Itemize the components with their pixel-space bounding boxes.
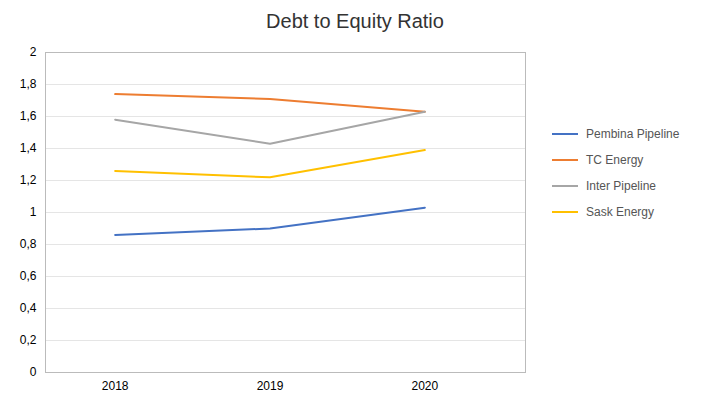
svg-text:1,8: 1,8 — [20, 77, 37, 91]
svg-text:1,6: 1,6 — [20, 109, 37, 123]
html-text:Inter Pipeline: Inter Pipeline — [586, 179, 656, 193]
svg-text:2020: 2020 — [412, 379, 439, 393]
svg-text:1,2: 1,2 — [20, 173, 37, 187]
html-text:Pembina Pipeline: Pembina Pipeline — [586, 127, 680, 141]
svg-text:2019: 2019 — [257, 379, 284, 393]
html-text:Debt to Equity Ratio: Debt to Equity Ratio — [266, 10, 444, 32]
svg-text:0,8: 0,8 — [20, 237, 37, 251]
html-text:Sask Energy: Sask Energy — [586, 205, 654, 219]
svg-text:2: 2 — [30, 45, 37, 59]
html-text:TC Energy: TC Energy — [586, 153, 644, 167]
svg-text:1,4: 1,4 — [20, 141, 37, 155]
svg-text:0: 0 — [30, 365, 37, 379]
svg-text:0,4: 0,4 — [20, 301, 37, 315]
svg-text:0,6: 0,6 — [20, 269, 37, 283]
svg-text:1: 1 — [30, 205, 37, 219]
svg-text:2018: 2018 — [102, 379, 129, 393]
svg-text:0,2: 0,2 — [20, 333, 37, 347]
